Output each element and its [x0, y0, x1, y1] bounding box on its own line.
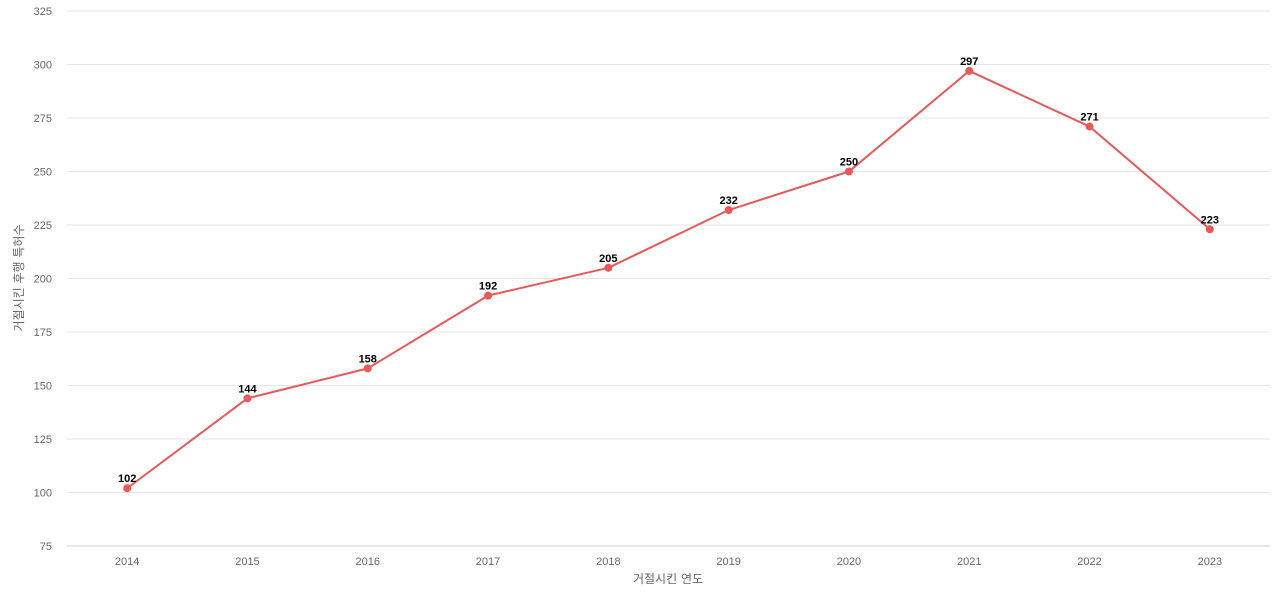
data-point[interactable] [363, 364, 372, 373]
data-point[interactable] [844, 167, 853, 176]
x-tick-label: 2021 [957, 556, 981, 568]
x-tick-label: 2018 [596, 556, 620, 568]
data-label: 102 [118, 473, 136, 485]
x-tick-label: 2017 [476, 556, 500, 568]
y-tick-label: 175 [34, 327, 52, 339]
data-label: 223 [1201, 214, 1219, 226]
y-tick-label: 75 [40, 541, 52, 553]
x-tick-label: 2023 [1198, 556, 1222, 568]
x-tick-label: 2014 [115, 556, 139, 568]
data-label: 250 [840, 157, 858, 169]
x-tick-label: 2019 [716, 556, 740, 568]
data-label: 144 [238, 383, 257, 395]
data-point[interactable] [965, 66, 974, 75]
y-tick-label: 275 [34, 113, 52, 125]
data-point[interactable] [123, 484, 132, 493]
y-tick-labels: 75 100 125 150 175 200 225 250 275 300 325 [34, 6, 52, 553]
data-point[interactable] [604, 263, 613, 272]
series-layer [123, 66, 1214, 493]
data-label: 158 [359, 353, 377, 365]
x-tick-labels: 2014 2015 2016 2017 2018 2019 2020 2021 2022 2023 [115, 556, 1222, 568]
x-tick-label: 2020 [837, 556, 861, 568]
data-point[interactable] [1205, 225, 1214, 234]
y-tick-label: 200 [34, 274, 52, 286]
data-label: 205 [599, 253, 617, 265]
y-tick-label: 325 [34, 6, 52, 18]
x-axis-title: 거절시킨 연도 [633, 572, 703, 586]
data-point[interactable] [1085, 122, 1094, 131]
grid-layer [67, 10, 1270, 547]
data-point[interactable] [484, 291, 493, 300]
data-label: 192 [479, 281, 497, 293]
y-tick-label: 125 [34, 434, 52, 446]
x-tick-label: 2022 [1077, 556, 1101, 568]
data-label: 271 [1080, 112, 1098, 124]
y-tick-label: 300 [34, 60, 52, 72]
y-tick-label: 100 [34, 488, 52, 500]
y-tick-label: 225 [34, 220, 52, 232]
data-point[interactable] [724, 206, 733, 215]
data-label: 232 [719, 195, 737, 207]
data-point[interactable] [243, 394, 252, 403]
x-tick-label: 2016 [356, 556, 380, 568]
y-tick-label: 150 [34, 381, 52, 393]
data-labels-layer: 102 144 158 192 205 232 250 297 271 223 [118, 56, 1219, 485]
data-label: 297 [960, 56, 978, 68]
x-tick-label: 2015 [235, 556, 259, 568]
y-tick-label: 250 [34, 167, 52, 179]
y-axis-title: 거절시킨 후행 특허수 [11, 225, 26, 332]
series-line [126, 69, 1211, 490]
